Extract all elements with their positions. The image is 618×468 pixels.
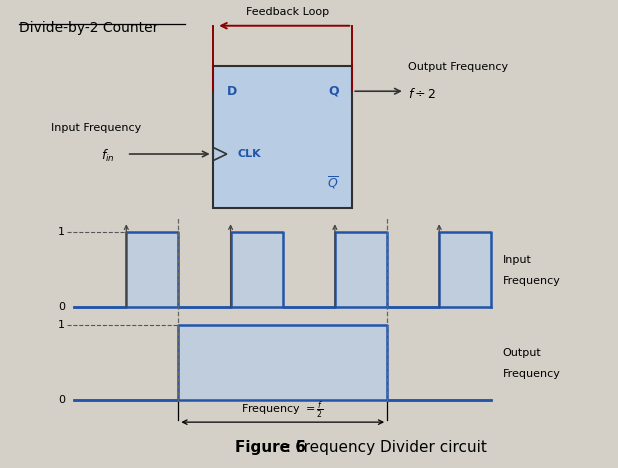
Text: Divide-by-2 Counter: Divide-by-2 Counter — [19, 21, 158, 35]
Text: Input: Input — [502, 255, 531, 265]
Polygon shape — [74, 325, 491, 400]
Text: $f\div2$: $f\div2$ — [408, 87, 436, 101]
Polygon shape — [74, 232, 491, 307]
Text: Output: Output — [502, 348, 541, 358]
Text: Feedback Loop: Feedback Loop — [246, 7, 329, 17]
Text: Frequency: Frequency — [502, 276, 561, 286]
Text: 0: 0 — [58, 395, 65, 405]
Text: $f_{in}$: $f_{in}$ — [101, 148, 114, 164]
Text: 0: 0 — [58, 301, 65, 312]
Text: Output Frequency: Output Frequency — [408, 63, 508, 73]
Bar — [213, 66, 352, 208]
Text: D: D — [227, 85, 237, 98]
Text: Frequency $= \frac{f}{2}$: Frequency $= \frac{f}{2}$ — [242, 399, 324, 421]
Text: Frequency: Frequency — [502, 369, 561, 380]
Text: CLK: CLK — [238, 149, 261, 159]
Text: 1: 1 — [58, 320, 65, 330]
Text: 1: 1 — [58, 227, 65, 237]
Text: : Frequency Divider circuit: : Frequency Divider circuit — [286, 440, 486, 455]
Text: Q: Q — [328, 85, 339, 98]
Text: $\overline{Q}$: $\overline{Q}$ — [327, 175, 339, 191]
Text: Input Frequency: Input Frequency — [51, 123, 141, 133]
Text: Figure 6: Figure 6 — [235, 440, 306, 455]
